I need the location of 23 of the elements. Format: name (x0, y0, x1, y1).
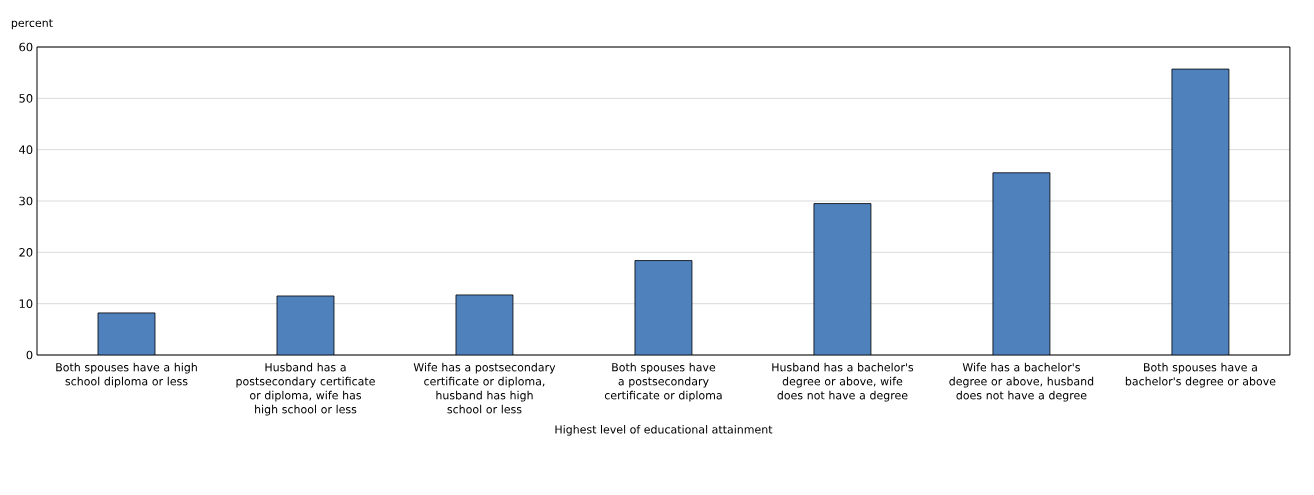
x-tick-label: Husband has a postsecondary certificate or diploma, wife has high school or less (236, 362, 375, 416)
bar (97, 312, 156, 355)
bar (276, 295, 335, 355)
bar (992, 172, 1051, 355)
y-tick-label: 20 (19, 247, 33, 257)
bar (813, 203, 872, 355)
x-tick-label: Wife has a postsecondary certificate or diploma, husband has high school or less (413, 362, 556, 414)
x-tick-label: Wife has a bachelor's degree or above, husband does not have a degree (949, 362, 1094, 402)
bar (634, 260, 693, 355)
bar (1171, 68, 1230, 355)
y-tick-label: 10 (19, 299, 33, 309)
x-axis-title: Highest level of educational attainment (555, 425, 773, 436)
x-tick-label: Both spouses have a postsecondary certificate or diploma (604, 362, 722, 402)
y-axis-title: percent (11, 19, 53, 30)
bar (455, 294, 514, 355)
x-tick-label: Both spouses have a bachelor's degree or above (1125, 362, 1276, 388)
y-tick-label: 60 (19, 42, 33, 52)
y-tick-label: 50 (19, 93, 33, 103)
y-tick-label: 0 (26, 350, 33, 360)
x-tick-label: Husband has a bachelor's degree or above, wife does not have a degree (772, 362, 914, 402)
y-tick-label: 30 (19, 196, 33, 206)
x-tick-label: Both spouses have a high school diploma or less (56, 362, 197, 388)
y-tick-label: 40 (19, 145, 33, 155)
